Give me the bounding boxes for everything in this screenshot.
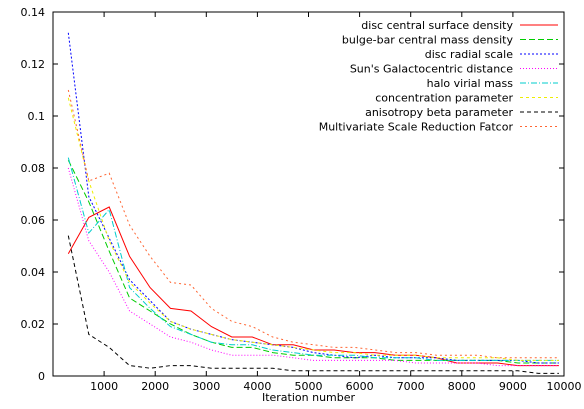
series-line-4 — [67, 157, 559, 361]
series-line-5 — [67, 97, 559, 361]
series-line-0 — [67, 206, 559, 367]
x-axis-label: Iteration number — [262, 391, 356, 404]
y-tick-label: 0.06 — [21, 214, 46, 227]
x-tick-label: 1000 — [90, 380, 118, 393]
y-tick-label: 0.02 — [21, 318, 46, 331]
legend-label: concentration parameter — [375, 92, 513, 105]
axes: 0 0.02 0.04 0.06 0.08 0.1 0.12 0.14 1000 2000 3000… — [21, 6, 582, 393]
x-tick-label: 10000 — [547, 380, 582, 393]
legend-label: halo virial mass — [427, 77, 514, 90]
y-tick-label: 0.04 — [21, 266, 46, 279]
y-tick-label: 0.08 — [21, 162, 46, 175]
y-tick-label: 0 — [38, 370, 45, 383]
y-tick-label: 0.12 — [21, 58, 46, 71]
x-tick-label: 7000 — [397, 380, 425, 393]
series-line-6 — [67, 235, 559, 374]
legend-label: disc radial scale — [425, 48, 513, 61]
x-tick-label: 3000 — [192, 380, 220, 393]
x-tick-label: 9000 — [499, 380, 527, 393]
x-tick-label: 2000 — [141, 380, 169, 393]
x-tick-label: 8000 — [448, 380, 476, 393]
x-tick-label: 4000 — [243, 380, 271, 393]
legend-label: Multivariate Scale Reduction Fatcor — [319, 121, 514, 134]
legend-label: bulge-bar central mass density — [342, 34, 514, 47]
x-tick-label: 5000 — [295, 380, 323, 393]
series-line-3 — [67, 167, 559, 367]
y-tick-label: 0.1 — [28, 110, 46, 123]
legend-label: Sun's Galactocentric distance — [350, 63, 513, 76]
legend-label: anisotropy beta parameter — [365, 106, 513, 119]
plot-lines — [67, 32, 559, 374]
legend-label: disc central surface density — [361, 19, 513, 32]
x-tick-label: 6000 — [346, 380, 374, 393]
series-line-1 — [67, 159, 559, 364]
legend: disc central surface density bulge-bar ce… — [319, 19, 558, 134]
y-tick-label: 0.14 — [21, 6, 46, 19]
